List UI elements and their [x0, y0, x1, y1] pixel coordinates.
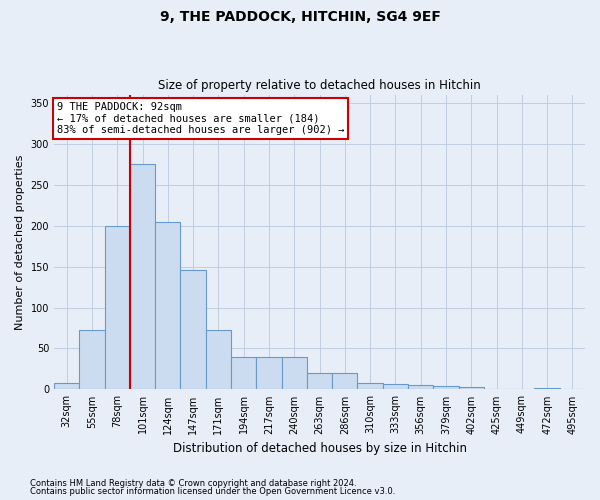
- Bar: [458, 387, 484, 390]
- Text: Contains public sector information licensed under the Open Government Licence v3: Contains public sector information licen…: [30, 487, 395, 496]
- Bar: [231, 356, 256, 390]
- Y-axis label: Number of detached properties: Number of detached properties: [15, 154, 25, 330]
- Bar: [484, 388, 509, 390]
- Text: 9 THE PADDOCK: 92sqm
← 17% of detached houses are smaller (184)
83% of semi-deta: 9 THE PADDOCK: 92sqm ← 17% of detached h…: [56, 102, 344, 135]
- Text: 9, THE PADDOCK, HITCHIN, SG4 9EF: 9, THE PADDOCK, HITCHIN, SG4 9EF: [160, 10, 440, 24]
- Bar: [130, 164, 155, 390]
- Bar: [54, 383, 79, 390]
- Bar: [155, 222, 181, 390]
- Bar: [307, 373, 332, 390]
- Title: Size of property relative to detached houses in Hitchin: Size of property relative to detached ho…: [158, 79, 481, 92]
- Bar: [104, 226, 130, 390]
- Bar: [535, 388, 560, 390]
- Bar: [332, 373, 358, 390]
- Bar: [281, 358, 307, 390]
- X-axis label: Distribution of detached houses by size in Hitchin: Distribution of detached houses by size …: [173, 442, 467, 455]
- Bar: [433, 386, 458, 390]
- Bar: [408, 384, 433, 390]
- Bar: [383, 384, 408, 390]
- Bar: [256, 358, 281, 390]
- Bar: [206, 330, 231, 390]
- Text: Contains HM Land Registry data © Crown copyright and database right 2024.: Contains HM Land Registry data © Crown c…: [30, 478, 356, 488]
- Bar: [79, 330, 104, 390]
- Bar: [358, 383, 383, 390]
- Bar: [181, 270, 206, 390]
